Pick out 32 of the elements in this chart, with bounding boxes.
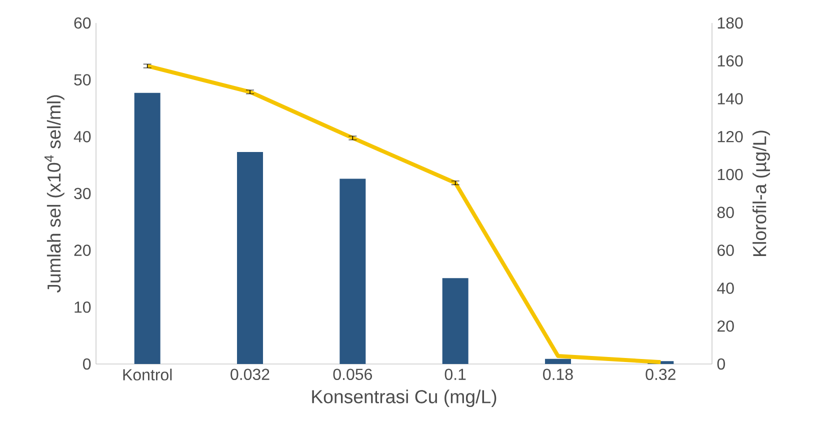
y-tick-label: 10 bbox=[74, 301, 91, 313]
bar bbox=[442, 278, 468, 364]
y2-tick-label: 180 bbox=[718, 17, 743, 29]
y-axis-title: Jumlah sel (x10$^{4}$ sel/ml) bbox=[44, 95, 64, 293]
y-tick-label: 0 bbox=[83, 358, 91, 370]
line-series bbox=[145, 64, 663, 364]
y-tick-label: 60 bbox=[74, 17, 91, 29]
y2-tick-label: 80 bbox=[717, 206, 734, 218]
x-axis-title: Konsentrasi Cu (mg/L) bbox=[312, 390, 496, 407]
x-tick-label: 0.32 bbox=[646, 368, 676, 380]
y2-axis-title: Klorofil-a (µg/L) bbox=[752, 130, 770, 256]
y2-tick-label: 20 bbox=[718, 320, 734, 332]
y2-tick-label: 40 bbox=[717, 282, 734, 294]
y-tick-label: 30 bbox=[74, 188, 91, 200]
y2-tick-label: 100 bbox=[718, 168, 743, 180]
bar bbox=[340, 178, 366, 364]
y-tick-label: 50 bbox=[74, 74, 91, 86]
x-tick-label: 0.032 bbox=[230, 368, 270, 380]
y-tick-label: 20 bbox=[74, 244, 91, 256]
y-tick-label: 40 bbox=[74, 131, 91, 142]
x-tick-label: 0.18 bbox=[543, 368, 573, 380]
x-tick-label: 0.1 bbox=[444, 368, 466, 380]
y2-tick-label: 0 bbox=[717, 358, 725, 370]
y2-tick-label: 60 bbox=[718, 244, 734, 256]
bar bbox=[545, 358, 571, 364]
bar bbox=[237, 152, 264, 364]
y2-tick-label: 120 bbox=[718, 130, 743, 142]
y2-tick-label: 160 bbox=[718, 55, 743, 67]
x-tick-label: Kontrol bbox=[123, 368, 172, 380]
bar bbox=[134, 92, 160, 364]
x-tick-label: 0.056 bbox=[333, 368, 372, 380]
y2-tick-label: 140 bbox=[718, 93, 743, 104]
